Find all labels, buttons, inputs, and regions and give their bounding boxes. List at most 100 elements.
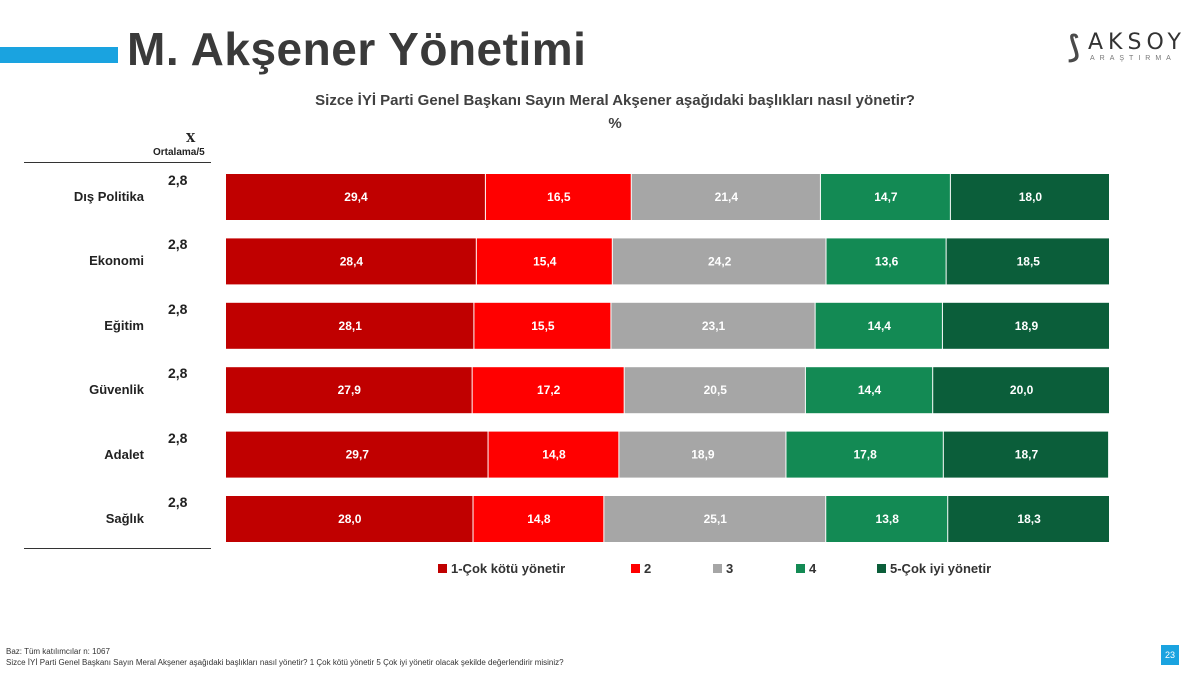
- bar-segment: [474, 302, 611, 349]
- row-label: Adalet: [104, 446, 144, 462]
- bar-segment: [226, 302, 474, 349]
- bar-segment: [485, 174, 631, 220]
- bar-value-label: 15,5: [531, 319, 555, 333]
- bar-value-label: 15,4: [533, 254, 557, 268]
- bar-value-label: 14,8: [542, 448, 566, 462]
- bar-value-label: 24,2: [708, 254, 732, 268]
- row-label: Ekonomi: [89, 253, 144, 269]
- bar-segment: [948, 496, 1109, 542]
- legend-swatch: [877, 564, 886, 573]
- bar-value-label: 14,8: [527, 512, 551, 526]
- bar-segment: [946, 238, 1109, 285]
- bar-segment: [226, 238, 476, 285]
- average-symbol: X: [186, 131, 196, 145]
- row-label: Güvenlik: [89, 382, 144, 398]
- bar-value-label: 18,3: [1017, 512, 1041, 526]
- bar-segment: [604, 496, 826, 542]
- bar-value-label: 18,0: [1019, 190, 1043, 204]
- bar-segment: [488, 431, 619, 478]
- logo-subtitle: ARAŞTIRMA: [1090, 55, 1176, 62]
- bar-segment: [631, 174, 820, 220]
- bar-value-label: 28,4: [340, 254, 364, 268]
- bar-value-label: 25,1: [704, 512, 728, 526]
- legend-item: 3: [713, 561, 733, 576]
- accent-bar: [0, 47, 118, 63]
- page-title: M. Akşener Yönetimi: [127, 23, 587, 75]
- legend-swatch: [713, 564, 722, 573]
- bar-value-label: 18,5: [1017, 254, 1041, 268]
- footnote-question: Sizce İYİ Parti Genel Başkanı Sayın Mera…: [6, 658, 564, 667]
- row-label: Eğitim: [104, 317, 144, 333]
- footnote-base: Baz: Tüm katılımcılar n: 1067: [6, 647, 110, 656]
- legend-swatch: [438, 564, 447, 573]
- bar-segment: [226, 367, 472, 414]
- row-average: 2,8: [168, 300, 188, 317]
- row-average: 2,8: [168, 172, 188, 188]
- page-number: 23: [1161, 645, 1179, 665]
- bar-value-label: 13,6: [875, 254, 899, 268]
- bar-value-label: 18,7: [1015, 448, 1039, 462]
- bar-segment: [226, 431, 488, 478]
- aksoy-logo: ⟆ AKSOY ARAŞTIRMA: [1068, 28, 1183, 66]
- bar-segment: [815, 302, 942, 349]
- bar-value-label: 13,8: [876, 512, 900, 526]
- row-label: Dış Politika: [73, 189, 144, 204]
- legend-swatch: [631, 564, 640, 573]
- bar-segment: [226, 174, 485, 220]
- chart-question: Sizce İYİ Parti Genel Başkanı Sayın Mera…: [315, 92, 915, 109]
- bar-segment: [624, 367, 805, 414]
- bar-segment: [820, 174, 950, 220]
- logo-mark-icon: ⟆: [1068, 31, 1080, 64]
- bar-value-label: 28,1: [339, 319, 363, 333]
- row-average: 2,8: [168, 236, 188, 253]
- bar-value-label: 14,4: [858, 383, 882, 397]
- legend-item: 2: [631, 561, 651, 576]
- bar-value-label: 18,9: [691, 448, 715, 462]
- bar-segment: [933, 367, 1109, 414]
- legend-swatch: [796, 564, 805, 573]
- chart-legend: 1-Çok kötü yönetir 2 3 4 5-Çok iyi yönetir: [0, 561, 1200, 581]
- legend-label: 5-Çok iyi yönetir: [890, 561, 992, 576]
- bar-segment: [805, 367, 933, 414]
- bar-value-label: 28,0: [338, 512, 362, 526]
- bar-segment: [226, 496, 473, 542]
- bar-segment: [473, 496, 604, 542]
- bar-segment: [950, 174, 1109, 220]
- bar-segment: [476, 238, 612, 285]
- bar-segment: [611, 302, 815, 349]
- row-average: 2,8: [168, 494, 188, 510]
- bar-value-label: 14,7: [874, 190, 898, 204]
- bar-segment: [612, 238, 826, 285]
- bar-segment: [786, 431, 943, 478]
- row-average: 2,8: [168, 429, 188, 446]
- bar-value-label: 17,2: [537, 383, 561, 397]
- bar-value-label: 23,1: [702, 319, 726, 333]
- logo-name: AKSOY: [1088, 30, 1186, 55]
- bar-value-label: 29,7: [346, 448, 370, 462]
- legend-label: 4: [809, 561, 817, 576]
- bar-value-label: 21,4: [715, 190, 739, 204]
- bar-value-label: 27,9: [338, 383, 362, 397]
- bar-segment: [826, 238, 946, 285]
- bar-value-label: 16,5: [547, 190, 571, 204]
- stacked-bar-chart: 29,4 16,5 21,4 14,7 18,0 28,4 15,4 24,2 13,6 18,5…: [226, 174, 1109, 542]
- chart-unit: %: [608, 115, 622, 132]
- legend-item: 1-Çok kötü yönetir: [438, 561, 565, 576]
- bar-segment: [942, 302, 1109, 349]
- row-average: 2,8: [168, 365, 188, 382]
- bar-segment: [619, 431, 786, 478]
- table-rule-bottom: [24, 548, 211, 549]
- bar-segment: [943, 431, 1109, 478]
- bar-segment: [472, 367, 624, 414]
- bar-value-label: 18,9: [1015, 319, 1039, 333]
- row-label: Sağlık: [105, 511, 144, 526]
- bar-value-label: 17,8: [853, 448, 877, 462]
- legend-item: 5-Çok iyi yönetir: [877, 561, 991, 576]
- bar-value-label: 29,4: [344, 190, 368, 204]
- legend-label: 1-Çok kötü yönetir: [451, 561, 566, 576]
- table-rule-top: [24, 162, 211, 163]
- bar-segment: [826, 496, 948, 542]
- legend-label: 2: [644, 561, 652, 576]
- legend-label: 3: [726, 561, 734, 576]
- bar-value-label: 20,5: [704, 383, 728, 397]
